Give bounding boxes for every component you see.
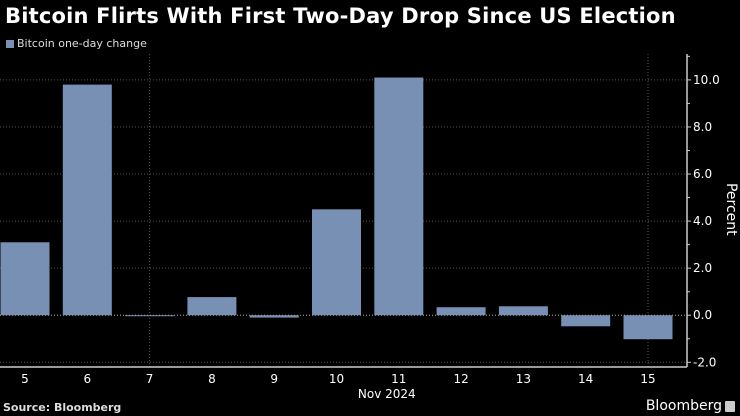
chart-title: Bitcoin Flirts With First Two-Day Drop S…	[5, 4, 676, 28]
y-tick-label: 8.0	[693, 120, 712, 134]
bar	[125, 315, 175, 317]
x-tick-label: 7	[146, 372, 154, 386]
y-tick-label: 2.0	[693, 261, 712, 275]
bar	[623, 315, 673, 340]
legend-label: Bitcoin one-day change	[17, 37, 147, 50]
x-tick-label: 15	[640, 372, 655, 386]
x-tick-label: 14	[578, 372, 593, 386]
x-tick-label: 13	[516, 372, 531, 386]
x-axis-label: Nov 2024	[358, 387, 416, 401]
x-tick-label: 6	[83, 372, 91, 386]
bar	[436, 307, 486, 316]
y-tick-label: 6.0	[693, 167, 712, 181]
bar	[498, 306, 548, 316]
x-tick-label: 12	[453, 372, 468, 386]
bar	[187, 297, 237, 316]
source-note: Source: Bloomberg	[3, 401, 122, 414]
bar	[62, 84, 112, 316]
bar	[561, 315, 611, 327]
y-tick-label: 4.0	[693, 214, 712, 228]
y-tick-label: -2.0	[693, 355, 716, 369]
brand-logo: Bloomberg	[645, 398, 722, 414]
bloomberg-chart-icon	[725, 401, 735, 412]
y-tick-label: 10.0	[693, 73, 720, 87]
legend-swatch	[6, 39, 14, 48]
bar	[249, 315, 299, 318]
bar	[312, 209, 361, 316]
y-axis-label: Percent	[723, 183, 739, 236]
x-tick-label: 9	[270, 372, 278, 386]
x-tick-label: 8	[208, 372, 216, 386]
x-tick-label: 10	[329, 372, 344, 386]
bar	[374, 77, 424, 316]
x-tick-label: 11	[391, 372, 406, 386]
legend: Bitcoin one-day change	[6, 37, 147, 50]
x-tick-label: 5	[21, 372, 29, 386]
y-tick-label: 0.0	[693, 308, 712, 322]
bar	[0, 242, 50, 316]
